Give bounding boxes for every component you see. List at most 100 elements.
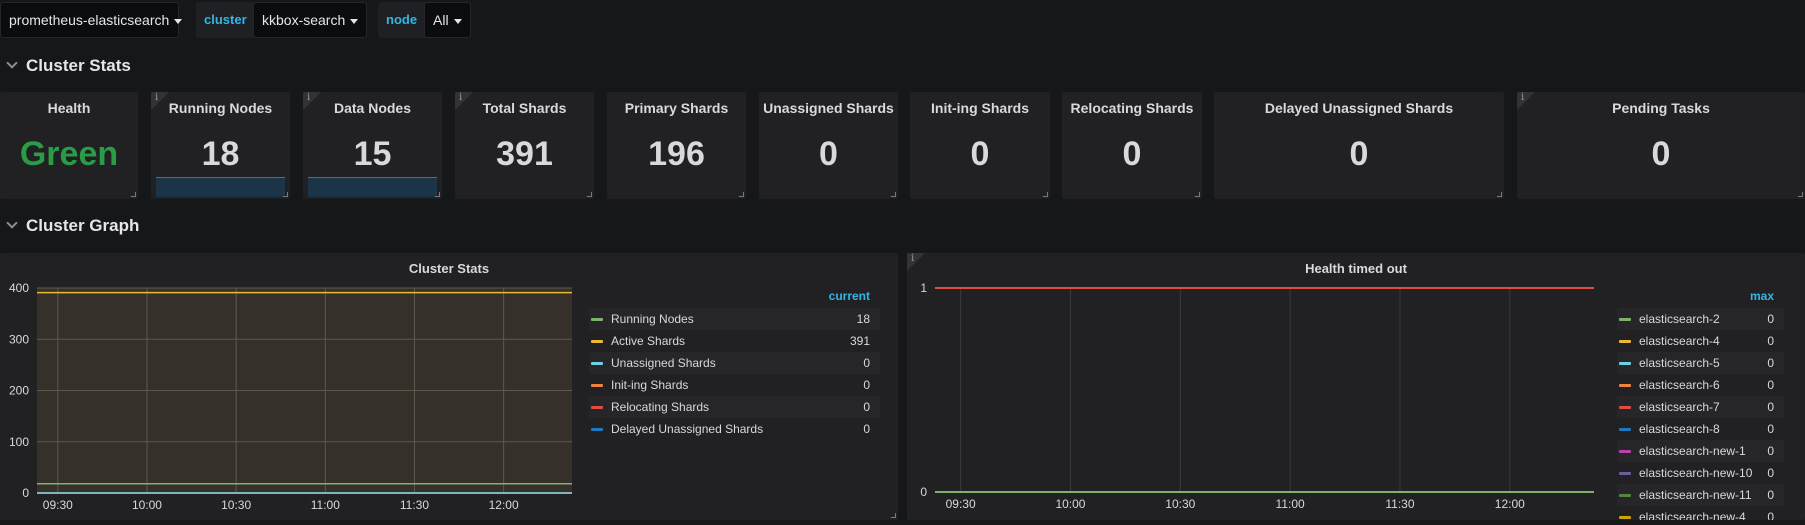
legend-item[interactable]: Relocating Shards 0 (589, 396, 880, 418)
stat-panel-running-nodes: i Running Nodes 18 (151, 92, 290, 199)
stat-title[interactable]: Relocating Shards (1070, 100, 1194, 116)
series-value: 18 (856, 312, 870, 326)
info-icon[interactable]: i (907, 253, 925, 271)
panel-title[interactable]: Health timed out (1305, 261, 1407, 276)
row-cluster-stats[interactable]: Cluster Stats (6, 56, 131, 76)
legend-item[interactable]: elasticsearch-8 0 (1617, 418, 1784, 440)
stat-title[interactable]: Unassigned Shards (763, 100, 894, 116)
legend-item[interactable]: Running Nodes 18 (589, 308, 880, 330)
series-color-swatch (1619, 516, 1631, 519)
series-value: 0 (1767, 510, 1774, 520)
series-name: elasticsearch-new-4 (1639, 510, 1746, 520)
node-variable-label: node (378, 2, 426, 38)
resize-handle[interactable] (1043, 192, 1048, 197)
resize-handle[interactable] (891, 513, 896, 518)
stat-title[interactable]: Health (47, 100, 91, 116)
legend-item[interactable]: Init-ing Shards 0 (589, 374, 880, 396)
stat-panel-pending-tasks: i Pending Tasks 0 (1517, 92, 1805, 199)
resize-handle[interactable] (131, 192, 136, 197)
x-tick-label: 11:30 (400, 498, 429, 512)
node-variable-select[interactable]: All (424, 2, 471, 38)
legend-item[interactable]: elasticsearch-5 0 (1617, 352, 1784, 374)
stat-value: 18 (201, 135, 240, 173)
row-cluster-graph[interactable]: Cluster Graph (6, 216, 139, 236)
series-name: elasticsearch-new-10 (1639, 466, 1753, 480)
resize-handle[interactable] (1497, 192, 1502, 197)
stat-panel-init-ing-shards: Init-ing Shards 0 (910, 92, 1050, 199)
series-color-swatch (591, 340, 603, 343)
info-icon[interactable]: i (1517, 92, 1535, 110)
legend-item[interactable]: elasticsearch-new-11 0 (1617, 484, 1784, 506)
info-icon[interactable]: i (151, 92, 169, 110)
series-color-swatch (591, 428, 603, 431)
y-tick-label: 200 (9, 384, 29, 398)
stat-panel-health: Health Green (0, 92, 138, 199)
x-tick-label: 11:00 (311, 498, 340, 512)
row-title: Cluster Graph (26, 216, 140, 235)
dashboard-name: prometheus-elasticsearch (9, 12, 170, 28)
series-name: elasticsearch-new-1 (1639, 444, 1746, 458)
series-color-swatch (591, 384, 603, 387)
stat-title[interactable]: Primary Shards (624, 100, 729, 116)
resize-handle[interactable] (1195, 192, 1200, 197)
stat-title[interactable]: Total Shards (482, 100, 567, 116)
x-tick-label: 09:30 (946, 497, 976, 511)
y-tick-label: 0 (22, 486, 29, 500)
legend-item[interactable]: Unassigned Shards 0 (589, 352, 880, 374)
cluster-variable-select[interactable]: kkbox-search (253, 2, 368, 38)
dashboard-picker[interactable]: prometheus-elasticsearch (0, 2, 183, 38)
legend-item[interactable]: elasticsearch-2 0 (1617, 308, 1784, 330)
stat-value: 0 (1349, 135, 1369, 173)
stat-title[interactable]: Delayed Unassigned Shards (1264, 100, 1454, 116)
stat-panel-total-shards: i Total Shards 391 (455, 92, 594, 199)
resize-handle[interactable] (1798, 192, 1803, 197)
stat-title[interactable]: Init-ing Shards (931, 100, 1029, 116)
series-value: 0 (1767, 312, 1774, 326)
resize-handle[interactable] (587, 192, 592, 197)
info-icon[interactable]: i (455, 92, 473, 110)
series-name: Running Nodes (611, 312, 694, 326)
series-value: 391 (849, 334, 870, 348)
stat-value: 0 (1651, 135, 1671, 173)
stat-title[interactable]: Data Nodes (333, 100, 412, 116)
resize-handle[interactable] (891, 192, 896, 197)
stat-title[interactable]: Running Nodes (168, 100, 273, 116)
series-name: elasticsearch-4 (1639, 334, 1720, 348)
legend-item[interactable]: Active Shards 391 (589, 330, 880, 352)
stat-value: 196 (648, 135, 705, 173)
series-name: elasticsearch-6 (1639, 378, 1720, 392)
info-icon[interactable]: i (303, 92, 321, 110)
legend-item[interactable]: Delayed Unassigned Shards 0 (589, 418, 880, 440)
series-value: 0 (1767, 444, 1774, 458)
stat-title[interactable]: Pending Tasks (1612, 100, 1710, 116)
legend-item[interactable]: elasticsearch-new-10 0 (1617, 462, 1784, 484)
resize-handle[interactable] (283, 192, 288, 197)
legend-item[interactable]: elasticsearch-7 0 (1617, 396, 1784, 418)
x-tick-label: 10:00 (1055, 497, 1085, 511)
legend-item[interactable]: elasticsearch-4 0 (1617, 330, 1784, 352)
series-value: 0 (863, 378, 870, 392)
cluster-value: kkbox-search (262, 12, 346, 28)
series-value: 0 (1767, 488, 1774, 502)
legend-header[interactable]: current (828, 289, 870, 303)
series-value: 0 (863, 400, 870, 414)
health-timed-out-chart: 0 1 09:30 10:00 10:30 11:00 11:30 12:00 (920, 281, 1594, 511)
y-tick-label: 1 (920, 281, 927, 295)
panel-title[interactable]: Cluster Stats (408, 261, 490, 276)
cluster-variable-label: cluster (196, 2, 255, 38)
x-tick-label: 12:00 (1495, 497, 1525, 511)
legend-header[interactable]: max (1749, 289, 1774, 303)
legend-item[interactable]: elasticsearch-new-4 0 (1617, 506, 1784, 520)
sparkline (308, 177, 437, 197)
chevron-down-icon (6, 57, 18, 69)
resize-handle[interactable] (435, 192, 440, 197)
legend-item[interactable]: elasticsearch-new-1 0 (1617, 440, 1784, 462)
legend-item[interactable]: elasticsearch-6 0 (1617, 374, 1784, 396)
series-value: 0 (1767, 400, 1774, 414)
resize-handle[interactable] (739, 192, 744, 197)
series-color-swatch (1619, 450, 1631, 453)
series-value: 0 (1767, 334, 1774, 348)
stat-value: 0 (819, 135, 838, 173)
stat-panel-unassigned-shards: Unassigned Shards 0 (759, 92, 898, 199)
stat-value: 391 (496, 135, 553, 173)
